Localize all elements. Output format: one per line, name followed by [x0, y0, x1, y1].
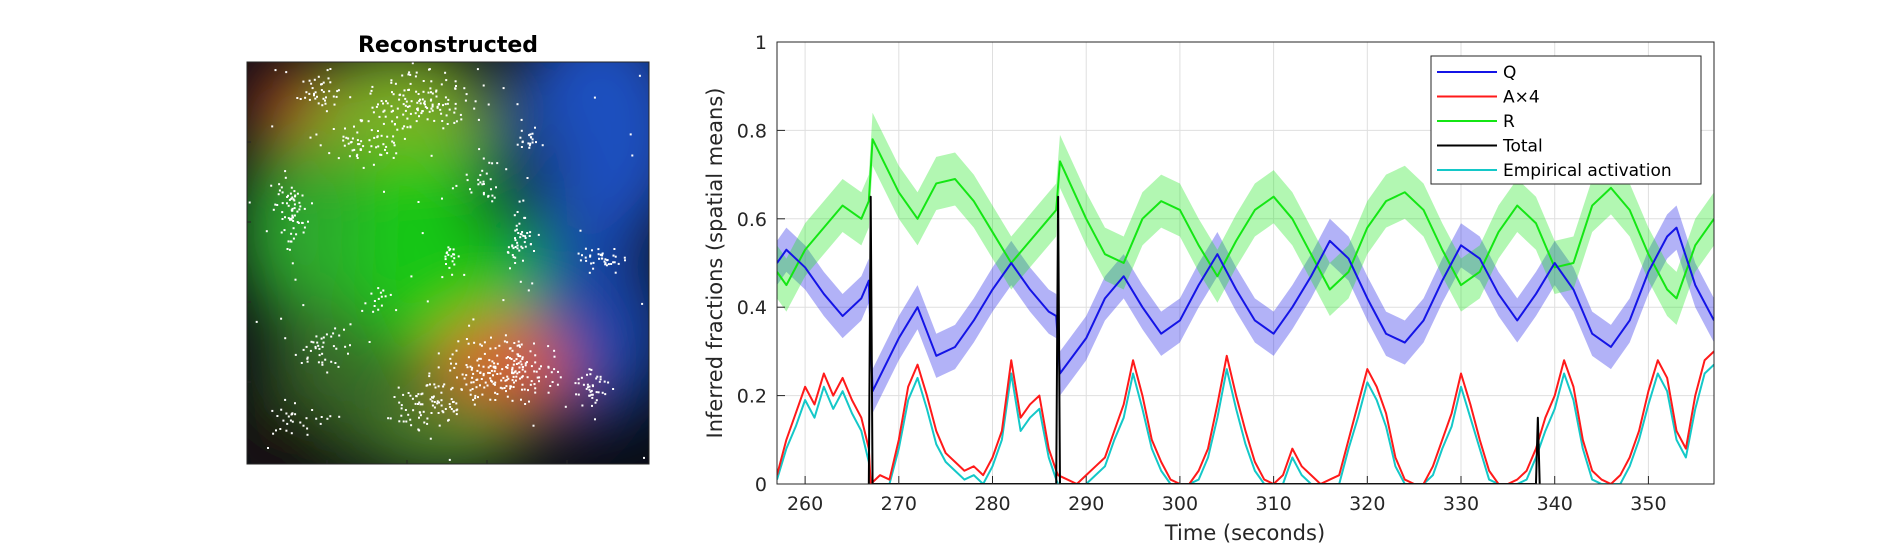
x-tick-label: 320 — [1349, 493, 1385, 515]
legend-label: A×4 — [1503, 88, 1540, 108]
y-axis: 0 0.2 0.4 0.6 0.8 1 — [737, 32, 785, 496]
y-tick-label: 0.6 — [737, 209, 767, 231]
x-tick-label: 350 — [1630, 493, 1666, 515]
event-dots — [248, 62, 645, 461]
y-tick-label: 0.8 — [737, 120, 767, 142]
x-axis: 260 270 280 290 300 310 320 330 340 350 — [787, 476, 1667, 515]
image-ticks — [247, 141, 568, 464]
x-tick-label: 340 — [1537, 493, 1573, 515]
y-tick-label: 0 — [755, 474, 767, 496]
series-line-total — [867, 195, 1541, 484]
x-tick-label: 300 — [1162, 493, 1198, 515]
image-frame — [246, 61, 650, 465]
legend-label: Empirical activation — [1503, 161, 1672, 181]
y-tick-label: 0.2 — [737, 386, 767, 408]
reconstructed-image-panel: Reconstructed — [246, 33, 650, 465]
line-chart: 260 270 280 290 300 310 320 330 340 350 0 0.2 0.4 0.… — [703, 32, 1715, 544]
series-lines — [777, 138, 1714, 484]
image-title: Reconstructed — [358, 33, 538, 58]
series-line-q — [777, 226, 1714, 393]
legend: Q A×4 R Total Empirical activation — [1430, 55, 1702, 185]
reconstructed-image — [247, 62, 649, 464]
x-tick-label: 330 — [1443, 493, 1479, 515]
legend-label: Total — [1502, 137, 1543, 157]
series-line-a-4 — [777, 350, 1714, 484]
series-line-empirical-activation — [777, 363, 1714, 484]
y-tick-label: 1 — [755, 32, 767, 54]
y-axis-label: Inferred fractions (spatial means) — [703, 88, 727, 439]
y-tick-label: 0.4 — [737, 297, 767, 319]
x-tick-label: 290 — [1068, 493, 1104, 515]
x-tick-label: 280 — [974, 493, 1010, 515]
legend-label: R — [1503, 112, 1515, 132]
x-axis-label: Time (seconds) — [1164, 521, 1325, 544]
x-tick-label: 260 — [787, 493, 823, 515]
x-tick-label: 270 — [881, 493, 917, 515]
legend-label: Q — [1503, 63, 1516, 83]
plot-frame — [776, 41, 1715, 485]
x-tick-label: 310 — [1255, 493, 1291, 515]
